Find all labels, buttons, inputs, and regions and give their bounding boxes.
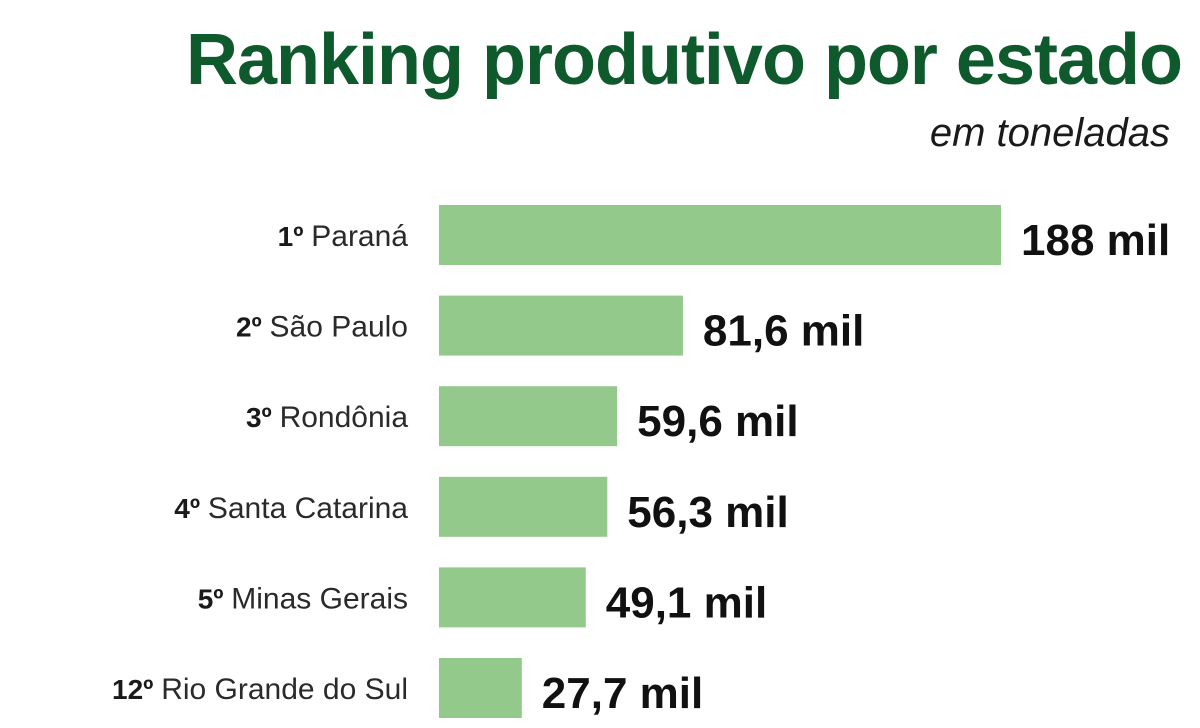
rank-label: 3º — [246, 402, 280, 433]
value-label-6: 27,7 mil — [542, 669, 703, 718]
value-label-4: 56,3 mil — [627, 488, 788, 537]
rank-label: 1º — [278, 221, 312, 252]
value-label-3: 59,6 mil — [637, 397, 798, 446]
state-name: Rondônia — [280, 401, 409, 434]
category-label-5: 5º Minas Gerais — [198, 582, 408, 615]
state-name: Paraná — [311, 220, 408, 253]
category-label-3: 3º Rondônia — [246, 401, 408, 434]
category-label-6: 12º Rio Grande do Sul — [112, 673, 408, 706]
bar-3 — [439, 386, 618, 447]
rank-label: 5º — [198, 583, 232, 614]
state-name: Santa Catarina — [208, 492, 408, 525]
value-label-5: 49,1 mil — [606, 578, 767, 627]
value-label-2: 81,6 mil — [703, 307, 864, 356]
rank-label: 4º — [174, 493, 208, 524]
bar-2 — [439, 295, 683, 356]
category-label-1: 1º Paraná — [278, 220, 409, 253]
value-label-1: 188 mil — [1021, 216, 1170, 265]
category-label-4: 4º Santa Catarina — [174, 492, 408, 525]
rank-label: 2º — [236, 312, 270, 343]
chart-title: Ranking produtivo por estado — [185, 20, 1183, 100]
state-name: São Paulo — [270, 311, 408, 344]
bar-1 — [439, 205, 1001, 265]
rank-label: 12º — [112, 674, 161, 705]
state-name: Rio Grande do Sul — [161, 673, 408, 706]
category-label-2: 2º São Paulo — [236, 311, 408, 344]
state-name: Minas Gerais — [231, 582, 408, 615]
bar-6 — [439, 658, 522, 718]
bar-5 — [439, 567, 586, 628]
bar-4 — [439, 476, 608, 537]
chart-subtitle: em toneladas — [929, 111, 1170, 155]
